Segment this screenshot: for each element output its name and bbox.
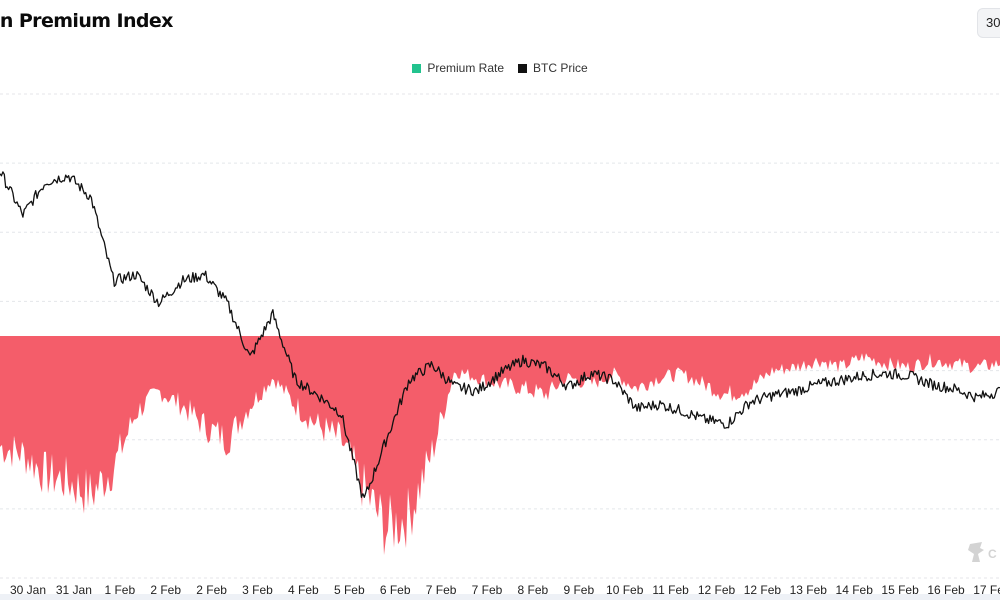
x-tick-label: 3 Feb [242, 583, 273, 597]
x-tick-label: 7 Feb [472, 583, 503, 597]
legend-label-btc-price: BTC Price [533, 61, 588, 75]
legend-label-premium-rate: Premium Rate [427, 61, 504, 75]
x-tick-label: 14 Feb [836, 583, 874, 597]
x-tick-label: 1 Feb [104, 583, 135, 597]
x-tick-label: 7 Feb [426, 583, 457, 597]
x-tick-label: 16 Feb [927, 583, 965, 597]
premium-rate-area [0, 336, 1000, 555]
x-tick-label: 4 Feb [288, 583, 319, 597]
x-tick-label: 11 Feb [652, 583, 689, 597]
time-range-button[interactable]: 30 [977, 8, 1000, 38]
btc-price-line [0, 171, 1000, 498]
x-tick-label: 2 Feb [150, 583, 181, 597]
watermark-logo-icon: C [966, 540, 1000, 566]
x-tick-label: 31 Jan [56, 583, 92, 597]
x-tick-label: 12 Feb [698, 583, 736, 597]
x-tick-label: 10 Feb [606, 583, 644, 597]
x-tick-label: 5 Feb [334, 583, 365, 597]
x-tick-label: 15 Feb [881, 583, 919, 597]
x-tick-label: 13 Feb [790, 583, 828, 597]
svg-text:C: C [988, 547, 997, 561]
premium-rate-area-path [0, 336, 1000, 555]
chart-title: in Premium Index [0, 10, 173, 32]
legend-item-premium-rate[interactable]: Premium Rate [412, 59, 504, 77]
btc-price-line-path [0, 171, 1000, 498]
x-tick-label: 6 Feb [380, 583, 411, 597]
x-tick-label: 12 Feb [744, 583, 782, 597]
legend-item-btc-price[interactable]: BTC Price [518, 59, 588, 77]
bottom-scroll-area [0, 594, 1000, 600]
x-tick-label: 8 Feb [518, 583, 549, 597]
x-tick-label: 17 Feb [973, 583, 1000, 597]
x-tick-label: 30 Jan [10, 583, 46, 597]
premium-rate-swatch [412, 63, 422, 73]
chart-legend: Premium Rate BTC Price [0, 59, 1000, 77]
x-tick-label: 9 Feb [563, 583, 594, 597]
btc-price-swatch [518, 63, 527, 73]
x-tick-label: 2 Feb [196, 583, 227, 597]
x-axis-ticks: 30 Jan 31 Jan 1 Feb 2 Feb 2 Feb 3 Feb 4 Feb 5 F… [10, 583, 1000, 597]
